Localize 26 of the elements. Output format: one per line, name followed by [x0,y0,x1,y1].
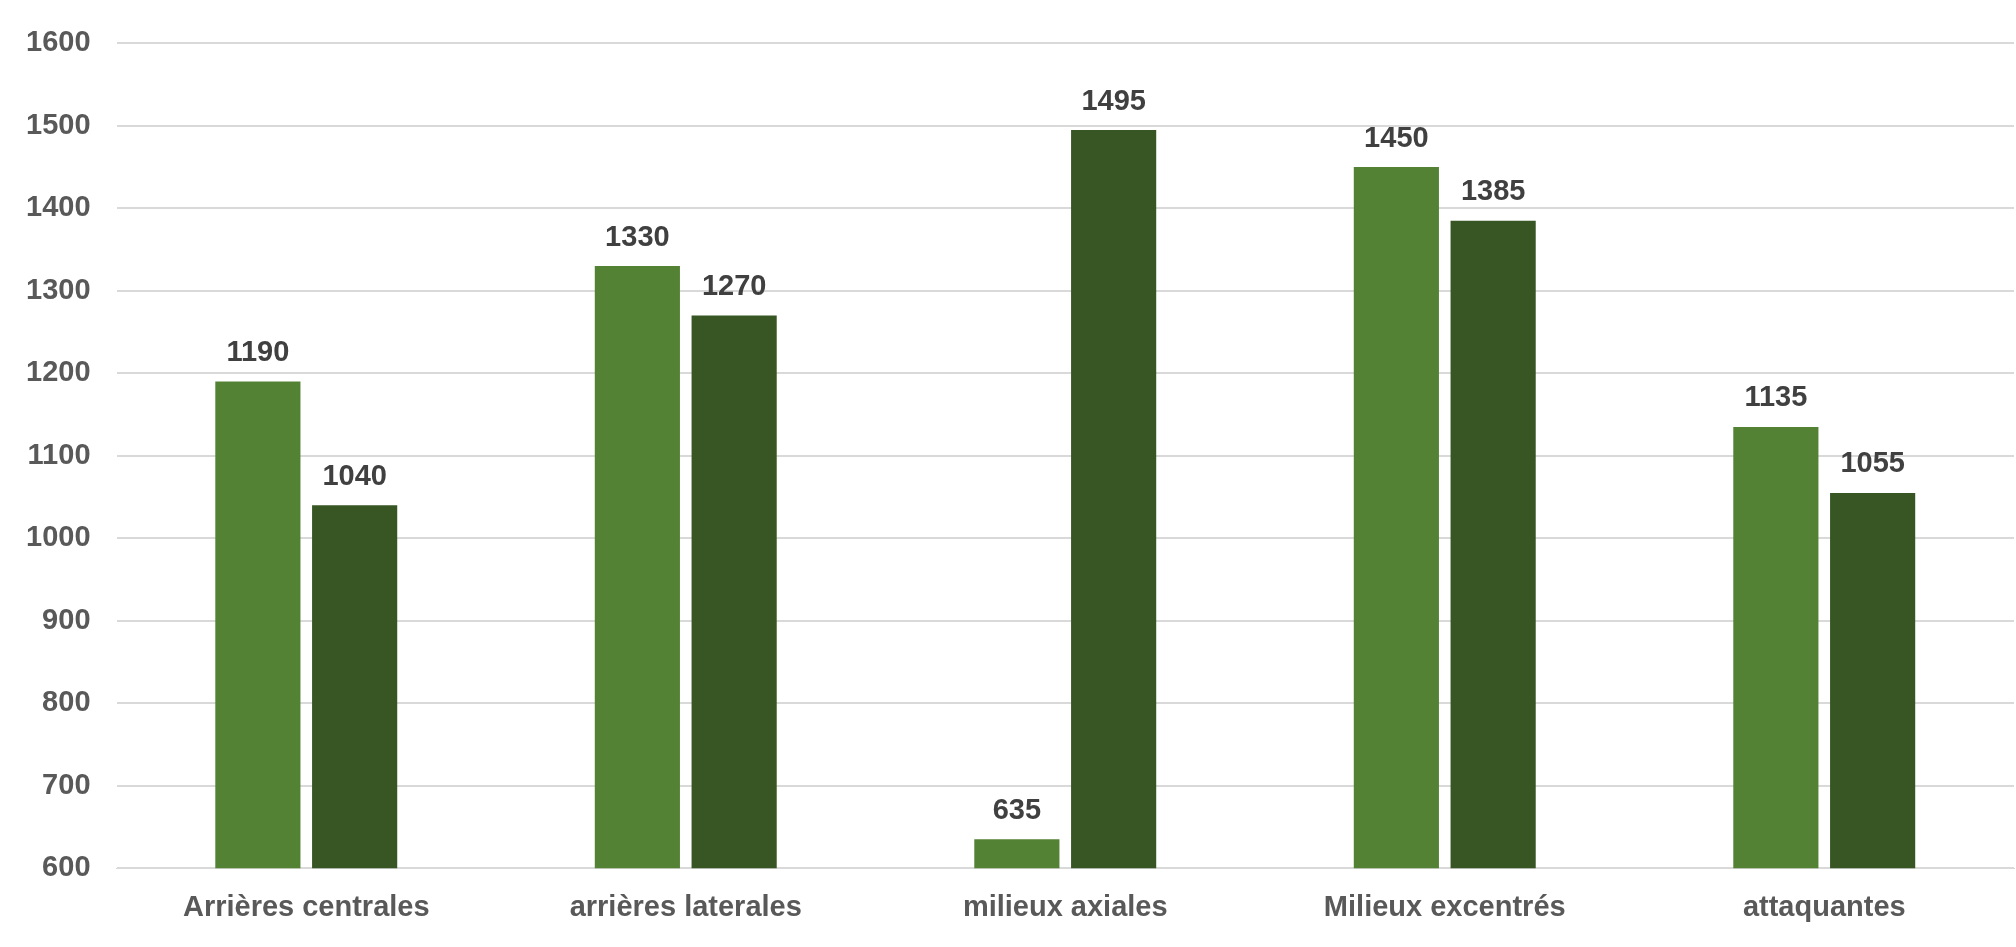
data-label: 1270 [701,269,767,302]
x-tick-label: milieux axiales [962,889,1168,922]
y-tick-label: 1600 [26,25,91,58]
y-tick-label: 800 [42,685,91,718]
x-tick-label: Arrières centrales [182,889,430,922]
x-tick-label: arrières laterales [569,889,802,922]
data-label: 1330 [605,219,670,252]
x-tick-label: Milieux excentrés [1323,889,1566,922]
data-label: 635 [992,792,1042,825]
y-tick-label: 1200 [26,355,91,388]
data-label: 1495 [1081,83,1146,116]
x-tick-label: attaquantes [1742,889,1906,922]
data-label: 1040 [322,458,387,491]
y-tick-label: 900 [42,602,91,635]
y-tick-label: 1100 [27,437,91,470]
y-tick-label: 600 [42,850,91,883]
y-tick-label: 1400 [26,190,91,223]
data-label: 1190 [226,335,290,368]
data-label: 1055 [1840,446,1905,479]
data-label: 1135 [1744,380,1808,413]
y-tick-label: 1300 [26,272,91,305]
y-tick-label: 700 [42,767,91,800]
data-label: 1385 [1460,174,1526,207]
data-label: 1450 [1364,120,1429,153]
y-tick-label: 1000 [26,520,91,553]
y-tick-label: 1500 [26,107,91,140]
